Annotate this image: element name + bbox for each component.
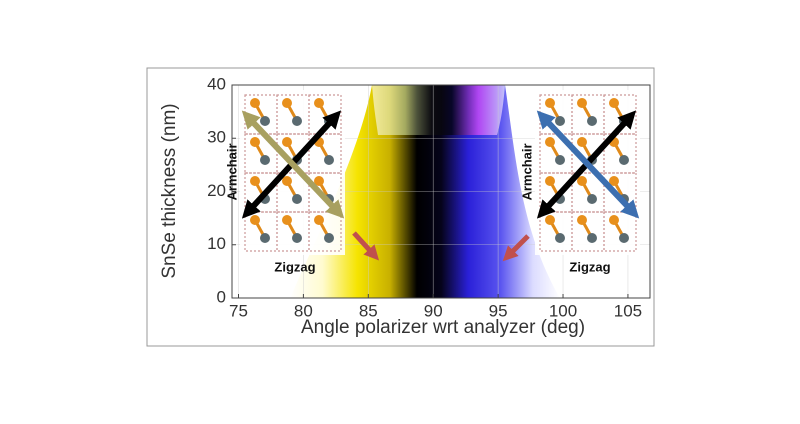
atom-se: [260, 233, 270, 243]
x-tick-label: 95: [489, 301, 508, 320]
annotation: Armchair: [519, 143, 534, 200]
atom-se: [292, 116, 302, 126]
atom-sn: [577, 137, 587, 147]
plot-frame: [231, 84, 651, 299]
y-axis-label: SnSe thickness (nm): [159, 103, 180, 278]
atom-se: [555, 233, 565, 243]
atom-sn: [250, 137, 260, 147]
y-tick-label: 0: [217, 287, 226, 306]
annotation: Zigzag: [569, 259, 610, 274]
x-tick-label: 105: [614, 301, 642, 320]
atom-sn: [577, 215, 587, 225]
y-tick-label: 30: [207, 128, 226, 147]
atom-se: [587, 233, 597, 243]
atom-sn: [282, 98, 292, 108]
x-axis-label: Angle polarizer wrt analyzer (deg): [301, 317, 585, 338]
atom-sn: [282, 137, 292, 147]
y-tick-label: 40: [207, 74, 226, 93]
atom-se: [260, 155, 270, 165]
atom-sn: [609, 98, 619, 108]
cell: [308, 94, 342, 135]
atom-se: [587, 194, 597, 204]
atom-sn: [314, 98, 324, 108]
arrow-color: [536, 110, 640, 219]
arrow-color: [241, 110, 345, 219]
crystal-inset: [535, 90, 640, 255]
x-tick-label: 85: [359, 301, 378, 320]
atom-se: [324, 155, 334, 165]
atom-sn: [545, 98, 555, 108]
atom-sn: [545, 137, 555, 147]
cell: [571, 94, 605, 135]
atom-se: [619, 155, 629, 165]
atom-se: [619, 233, 629, 243]
atom-sn: [282, 215, 292, 225]
atom-se: [555, 116, 565, 126]
red-arrow: [502, 234, 530, 262]
atom-sn: [609, 215, 619, 225]
annotation: Zigzag: [274, 259, 315, 274]
atom-sn: [250, 215, 260, 225]
colormap-top: [372, 85, 505, 135]
atom-se: [260, 116, 270, 126]
x-tick-label: 80: [294, 301, 313, 320]
atom-sn: [545, 176, 555, 186]
cell: [276, 94, 310, 135]
y-tick-label: 10: [207, 234, 226, 253]
figure-frame: [146, 67, 655, 347]
x-tick-label: 75: [229, 301, 248, 320]
y-tick-label: 20: [207, 181, 226, 200]
x-tick-label: 100: [549, 301, 577, 320]
atom-se: [292, 194, 302, 204]
atom-sn: [250, 98, 260, 108]
atom-sn: [545, 215, 555, 225]
cell: [603, 94, 637, 135]
cell: [244, 94, 278, 135]
x-tick-label: 90: [424, 301, 443, 320]
atom-se: [292, 233, 302, 243]
annotation: Armchair: [224, 143, 239, 200]
atom-sn: [577, 98, 587, 108]
atom-sn: [314, 215, 324, 225]
atom-se: [324, 233, 334, 243]
atom-se: [555, 155, 565, 165]
atom-sn: [250, 176, 260, 186]
red-arrow: [352, 231, 380, 261]
atom-se: [587, 116, 597, 126]
crystal-inset: [240, 90, 345, 255]
cell: [539, 94, 573, 135]
